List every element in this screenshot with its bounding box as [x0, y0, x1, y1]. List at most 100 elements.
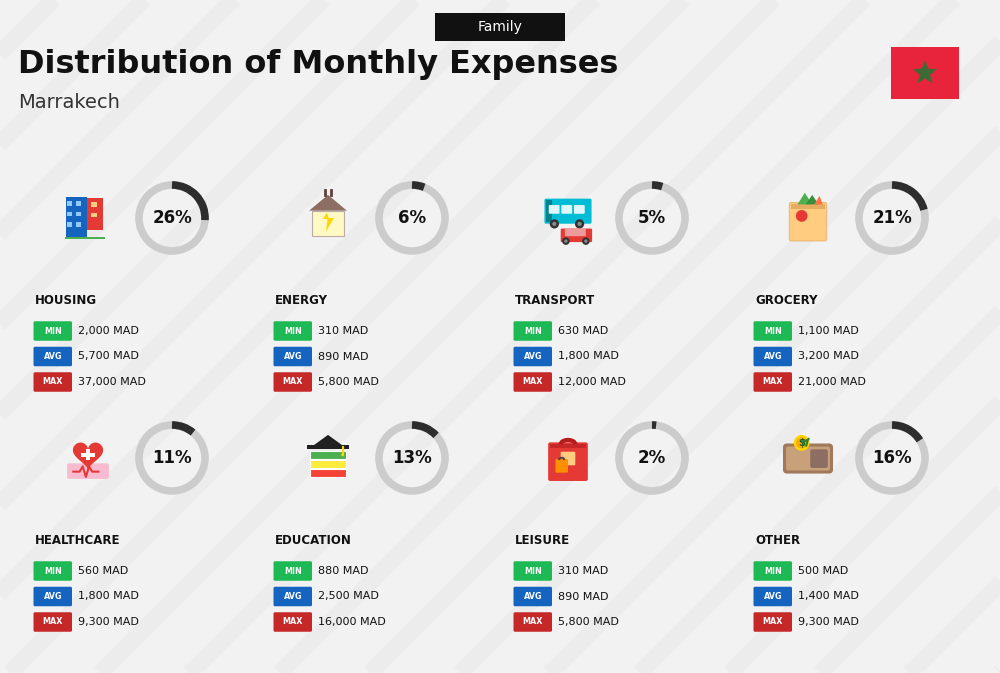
FancyBboxPatch shape: [67, 201, 72, 206]
FancyBboxPatch shape: [754, 587, 792, 606]
Text: 16,000 MAD: 16,000 MAD: [318, 617, 386, 627]
FancyBboxPatch shape: [67, 212, 72, 216]
Text: 560 MAD: 560 MAD: [78, 566, 128, 576]
Text: 3,200 MAD: 3,200 MAD: [798, 351, 859, 361]
Text: AVG: AVG: [524, 592, 542, 601]
FancyBboxPatch shape: [891, 47, 959, 99]
FancyBboxPatch shape: [76, 201, 81, 206]
FancyBboxPatch shape: [786, 447, 830, 470]
Text: 13%: 13%: [392, 449, 432, 467]
Text: ENERGY: ENERGY: [275, 295, 328, 308]
Text: Distribution of Monthly Expenses: Distribution of Monthly Expenses: [18, 50, 618, 81]
Text: TRANSPORT: TRANSPORT: [515, 295, 595, 308]
Text: MIN: MIN: [284, 567, 302, 575]
FancyBboxPatch shape: [514, 372, 552, 392]
FancyBboxPatch shape: [789, 203, 827, 241]
FancyBboxPatch shape: [754, 347, 792, 366]
Circle shape: [550, 219, 559, 229]
Text: 1,800 MAD: 1,800 MAD: [78, 592, 139, 602]
Circle shape: [794, 435, 810, 451]
Text: MAX: MAX: [763, 378, 783, 386]
Text: 890 MAD: 890 MAD: [558, 592, 609, 602]
Text: 5%: 5%: [638, 209, 666, 227]
Text: MAX: MAX: [43, 618, 63, 627]
FancyBboxPatch shape: [274, 321, 312, 341]
Text: AVG: AVG: [764, 352, 782, 361]
FancyBboxPatch shape: [754, 612, 792, 632]
FancyBboxPatch shape: [34, 321, 72, 341]
FancyBboxPatch shape: [34, 347, 72, 366]
Text: MAX: MAX: [763, 618, 783, 627]
Text: MIN: MIN: [764, 567, 782, 575]
Circle shape: [562, 238, 570, 245]
FancyBboxPatch shape: [34, 372, 72, 392]
Text: 9,300 MAD: 9,300 MAD: [798, 617, 859, 627]
FancyBboxPatch shape: [555, 459, 568, 472]
Text: 2,000 MAD: 2,000 MAD: [78, 326, 139, 336]
Polygon shape: [914, 61, 936, 83]
FancyBboxPatch shape: [561, 452, 575, 465]
FancyBboxPatch shape: [810, 450, 828, 468]
Circle shape: [796, 437, 807, 448]
FancyBboxPatch shape: [34, 587, 72, 606]
FancyBboxPatch shape: [67, 222, 72, 227]
Text: 630 MAD: 630 MAD: [558, 326, 608, 336]
Text: EDUCATION: EDUCATION: [275, 534, 352, 548]
FancyBboxPatch shape: [307, 446, 349, 448]
Circle shape: [796, 210, 808, 222]
Text: 1,800 MAD: 1,800 MAD: [558, 351, 619, 361]
Polygon shape: [806, 195, 818, 205]
FancyBboxPatch shape: [754, 561, 792, 581]
Text: MIN: MIN: [44, 567, 62, 575]
FancyBboxPatch shape: [34, 561, 72, 581]
FancyBboxPatch shape: [514, 347, 552, 366]
Text: AVG: AVG: [524, 352, 542, 361]
Text: MAX: MAX: [283, 618, 303, 627]
Text: $: $: [798, 438, 805, 448]
FancyBboxPatch shape: [274, 561, 312, 581]
Circle shape: [582, 238, 590, 245]
Circle shape: [552, 222, 556, 226]
FancyBboxPatch shape: [791, 205, 825, 209]
FancyBboxPatch shape: [550, 444, 586, 448]
Text: 500 MAD: 500 MAD: [798, 566, 848, 576]
Text: LEISURE: LEISURE: [515, 534, 570, 548]
Polygon shape: [309, 195, 347, 211]
Text: MAX: MAX: [523, 618, 543, 627]
Text: 6%: 6%: [398, 209, 426, 227]
Polygon shape: [798, 192, 812, 205]
FancyBboxPatch shape: [274, 612, 312, 632]
FancyBboxPatch shape: [87, 198, 103, 229]
Text: 310 MAD: 310 MAD: [558, 566, 608, 576]
FancyBboxPatch shape: [312, 211, 344, 236]
FancyBboxPatch shape: [544, 199, 592, 223]
Circle shape: [577, 222, 582, 226]
FancyBboxPatch shape: [76, 222, 81, 227]
Circle shape: [564, 240, 568, 243]
FancyBboxPatch shape: [514, 612, 552, 632]
FancyBboxPatch shape: [435, 13, 565, 41]
Text: HEALTHCARE: HEALTHCARE: [35, 534, 120, 548]
FancyBboxPatch shape: [549, 205, 560, 214]
FancyBboxPatch shape: [65, 237, 105, 239]
Text: MIN: MIN: [44, 326, 62, 336]
Text: 12,000 MAD: 12,000 MAD: [558, 377, 626, 387]
Text: OTHER: OTHER: [755, 534, 800, 548]
Text: 1,100 MAD: 1,100 MAD: [798, 326, 859, 336]
Text: 2,500 MAD: 2,500 MAD: [318, 592, 379, 602]
Text: 880 MAD: 880 MAD: [318, 566, 368, 576]
FancyBboxPatch shape: [754, 321, 792, 341]
Text: 1,400 MAD: 1,400 MAD: [798, 592, 859, 602]
FancyBboxPatch shape: [76, 212, 81, 216]
Polygon shape: [323, 213, 334, 232]
FancyBboxPatch shape: [310, 469, 346, 477]
Text: 21%: 21%: [872, 209, 912, 227]
Text: AVG: AVG: [284, 592, 302, 601]
FancyBboxPatch shape: [91, 203, 97, 207]
Circle shape: [341, 454, 344, 456]
Text: MAX: MAX: [43, 378, 63, 386]
Text: MAX: MAX: [523, 378, 543, 386]
Text: MIN: MIN: [524, 326, 542, 336]
FancyBboxPatch shape: [514, 561, 552, 581]
Text: 21,000 MAD: 21,000 MAD: [798, 377, 866, 387]
